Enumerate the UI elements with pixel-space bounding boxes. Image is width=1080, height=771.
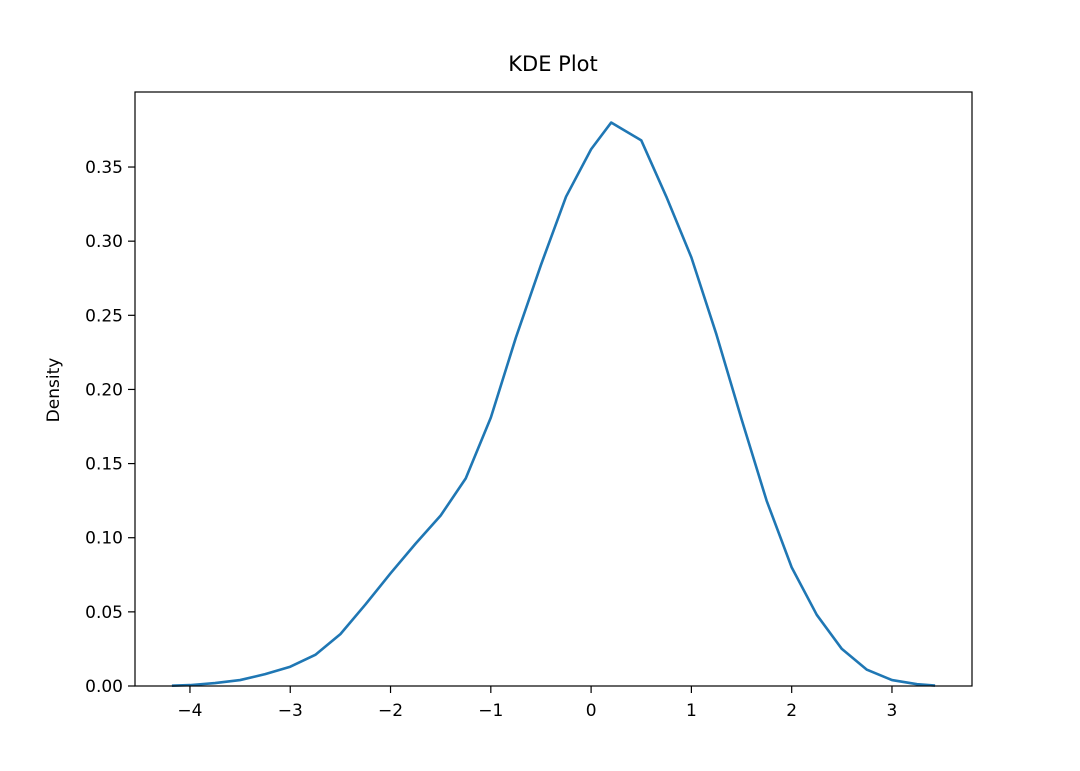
x-tick-label: −4: [177, 701, 202, 721]
plot-frame: [134, 91, 973, 687]
kde-line: [171, 121, 936, 687]
x-tick-label: 1: [686, 701, 697, 721]
x-tick-label: 3: [887, 701, 898, 721]
x-tick-label: −3: [278, 701, 303, 721]
x-tick-label: 0: [586, 701, 597, 721]
y-axis-label: Density: [44, 358, 64, 423]
y-tick-label: 0.05: [85, 603, 123, 623]
x-tick-label: 2: [786, 701, 797, 721]
y-tick-label: 0.00: [85, 677, 123, 697]
x-tick-label: −2: [378, 701, 403, 721]
y-tick-label: 0.15: [85, 455, 123, 475]
y-tick-label: 0.30: [85, 232, 123, 252]
x-tick-label: −1: [478, 701, 503, 721]
y-tick-label: 0.25: [85, 306, 123, 326]
y-tick-label: 0.10: [85, 529, 123, 549]
y-tick-label: 0.20: [85, 380, 123, 400]
chart-title: KDE Plot: [508, 52, 597, 76]
y-tick-label: 0.35: [85, 158, 123, 178]
